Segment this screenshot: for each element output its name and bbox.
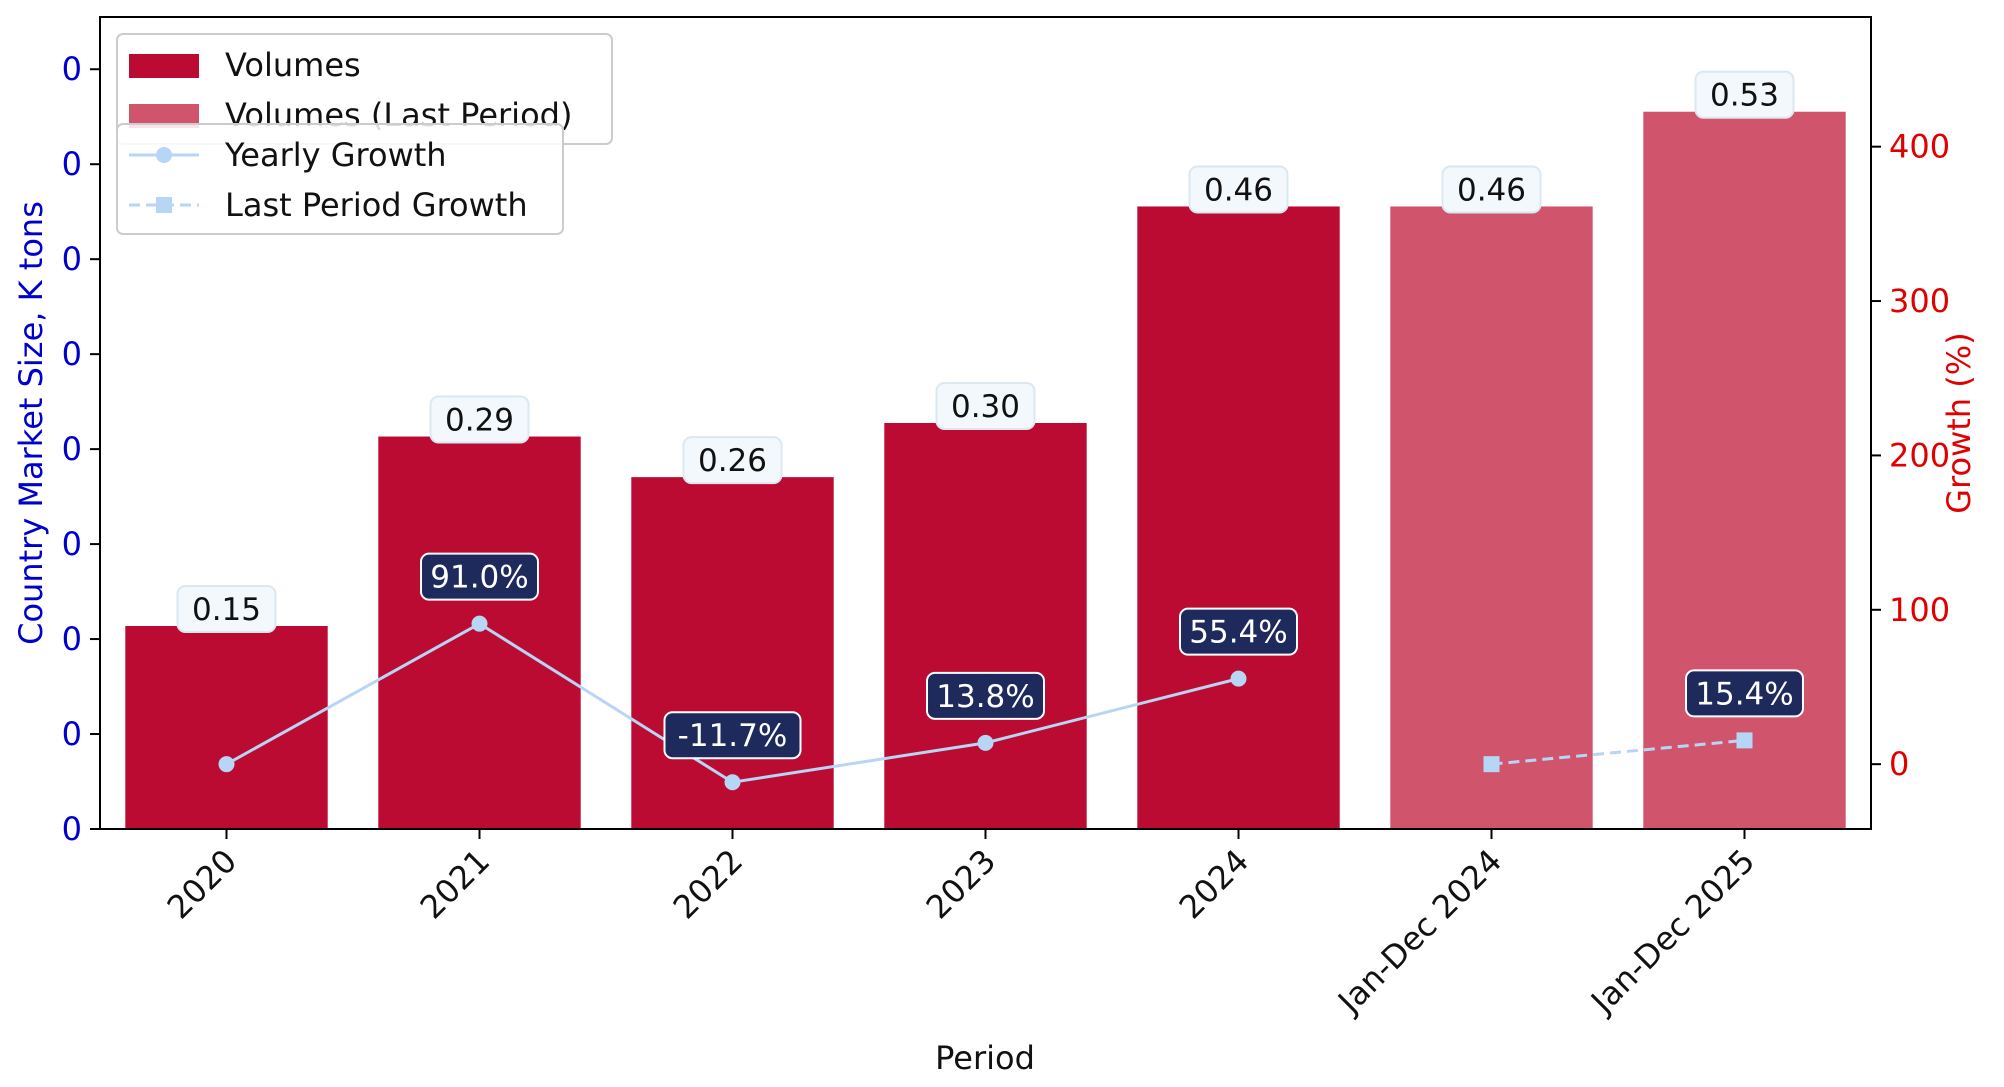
y-axis-right-title: Growth (%): [1940, 332, 1978, 513]
y-left-tick-label-1: 0: [62, 715, 82, 753]
y-axis-left-title: Country Market Size, K tons: [12, 201, 50, 645]
bar-volumes-2020: [125, 626, 328, 829]
growth-label-last-period-growth-jan-dec-2025: 15.4%: [1695, 676, 1793, 712]
growth-label-yearly-growth-2023: 13.8%: [936, 679, 1034, 715]
growth-label-yearly-growth-2021-box: [420, 552, 539, 601]
x-tick-label-2021: 2021: [413, 842, 497, 926]
legend-last-period-growth-label: Last Period Growth: [225, 186, 528, 224]
bar-value-label-2022: 0.26: [698, 443, 767, 479]
y-axis-left: 0 0 0 0 0 0 0 0 0: [62, 50, 100, 848]
bars-layer: [125, 111, 1846, 829]
x-tick-label-2022: 2022: [666, 842, 750, 926]
growth-label-last-period-growth-jan-dec-2025-box: [1685, 669, 1804, 718]
y-left-tick-label-7: 0: [62, 145, 82, 183]
legend-growth: Yearly Growth Last Period Growth: [116, 123, 564, 235]
growth-label-yearly-growth-2023-box: [926, 671, 1045, 720]
bar-value-label-jan-dec-2024: 0.46: [1457, 172, 1526, 208]
bar-value-label-2023-box: [935, 382, 1036, 430]
bar-value-label-2021-box: [429, 395, 530, 444]
x-tick-label-jan-dec-2024: Jan-Dec 2024: [1329, 842, 1509, 1022]
y-left-tick-label-3: 0: [62, 525, 82, 563]
x-tick-label-2020: 2020: [160, 842, 244, 926]
bar-value-label-2022-box: [682, 436, 783, 485]
bar-value-label-2021: 0.29: [445, 403, 514, 439]
bar-value-label-jan-dec-2025-box: [1694, 70, 1795, 119]
x-axis-title: Period: [935, 1039, 1035, 1077]
legend-growth-frame: [116, 123, 564, 235]
legend-volumes-swatch: [129, 54, 199, 78]
bar-volumes-last-period-jan-dec-2025: [1643, 111, 1846, 829]
y-left-tick-label-4: 0: [62, 430, 82, 468]
y-left-tick-label-2: 0: [62, 620, 82, 658]
point-last-period-growth-jan-dec-2024: [1483, 756, 1500, 773]
point-yearly-growth-2024: [1230, 670, 1247, 687]
y-left-tick-label-6: 0: [62, 240, 82, 278]
point-yearly-growth-2022: [724, 774, 741, 791]
line-last-period-growth: [1491, 738, 1745, 766]
point-yearly-growth-2021: [471, 615, 488, 632]
legend-volumes-label: Volumes: [225, 46, 361, 84]
y-right-tick-label-0: 0: [1889, 745, 1909, 783]
y-left-tick-label-0: 0: [62, 810, 82, 848]
bar-volumes-2023: [884, 423, 1087, 829]
point-last-period-growth-jan-dec-2025: [1736, 732, 1753, 749]
y-axis-right: 0 100 200 300 400: [1871, 128, 1950, 783]
y-right-tick-label-100: 100: [1889, 591, 1950, 629]
x-axis: 2020 2021 2022 2023 2024 Jan-Dec 2024 Jan-Dec …: [160, 829, 1762, 1022]
y-right-tick-label-400: 400: [1889, 128, 1950, 166]
growth-label-yearly-growth-2022-box: [663, 711, 802, 760]
y-right-tick-label-200: 200: [1889, 436, 1950, 474]
bar-value-label-jan-dec-2025: 0.53: [1710, 78, 1779, 114]
growth-label-yearly-growth-2021: 91.0%: [430, 560, 528, 596]
point-yearly-growth-2020: [218, 756, 235, 773]
growth-lines-layer: [218, 615, 1753, 791]
data-labels-layer: 0.15 0.29 0.26 0.30 0.46 0.46 0.53 91.0% -11.7% 1…: [176, 70, 1804, 760]
bar-value-label-2020-box: [176, 585, 277, 633]
growth-label-yearly-growth-2024-box: [1179, 607, 1298, 656]
y-left-tick-label-5: 0: [62, 335, 82, 373]
y-right-tick-label-300: 300: [1889, 282, 1950, 320]
legend-yearly-growth-marker: [156, 147, 172, 163]
bar-value-label-2024-box: [1188, 165, 1289, 214]
x-tick-label-2023: 2023: [919, 842, 1003, 926]
bar-volumes-2021: [378, 436, 581, 829]
bar-value-label-jan-dec-2024-box: [1441, 165, 1542, 214]
x-tick-label-2024: 2024: [1172, 842, 1256, 926]
bar-volumes-2024: [1137, 206, 1340, 829]
growth-label-yearly-growth-2024: 55.4%: [1189, 615, 1287, 651]
growth-label-yearly-growth-2022: -11.7%: [678, 718, 788, 754]
point-yearly-growth-2023: [977, 734, 994, 751]
x-tick-label-jan-dec-2025: Jan-Dec 2025: [1582, 842, 1762, 1022]
legend-yearly-growth-label: Yearly Growth: [224, 136, 447, 174]
bar-volumes-last-period-jan-dec-2024: [1390, 206, 1593, 829]
y-left-tick-label-8: 0: [62, 50, 82, 88]
bar-value-label-2024: 0.46: [1204, 172, 1273, 208]
bar-value-label-2020: 0.15: [192, 592, 261, 628]
bar-value-label-2023: 0.30: [951, 389, 1020, 425]
legend-last-period-growth-marker: [156, 197, 172, 213]
